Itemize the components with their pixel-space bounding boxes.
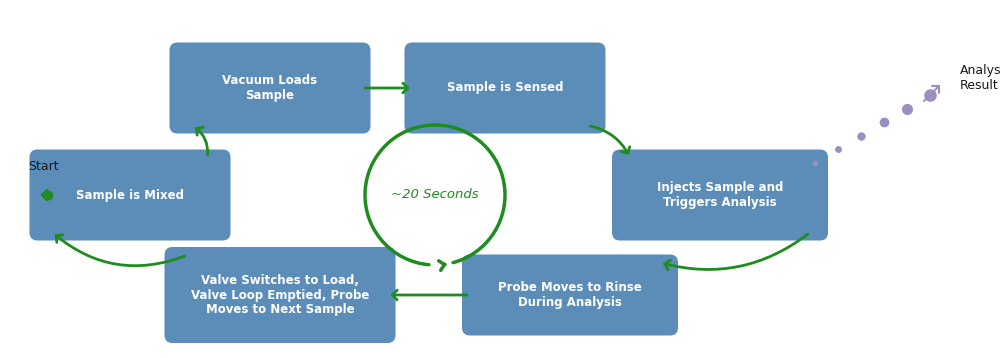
Text: Sample is Mixed: Sample is Mixed	[76, 189, 184, 202]
Text: Injects Sample and
Triggers Analysis: Injects Sample and Triggers Analysis	[657, 181, 783, 209]
FancyBboxPatch shape	[462, 255, 678, 335]
Text: Probe Moves to Rinse
During Analysis: Probe Moves to Rinse During Analysis	[498, 281, 642, 309]
Text: Analysis
Result: Analysis Result	[960, 64, 1000, 92]
Text: Valve Switches to Load,
Valve Loop Emptied, Probe
Moves to Next Sample: Valve Switches to Load, Valve Loop Empti…	[191, 274, 369, 316]
Text: Sample is Sensed: Sample is Sensed	[447, 82, 563, 95]
Text: Vacuum Loads
Sample: Vacuum Loads Sample	[222, 74, 318, 102]
FancyBboxPatch shape	[30, 150, 230, 241]
FancyBboxPatch shape	[164, 247, 396, 343]
Text: ~20 Seconds: ~20 Seconds	[391, 189, 479, 202]
FancyBboxPatch shape	[170, 43, 370, 134]
FancyBboxPatch shape	[612, 150, 828, 241]
FancyBboxPatch shape	[404, 43, 606, 134]
Text: Start: Start	[28, 160, 58, 173]
